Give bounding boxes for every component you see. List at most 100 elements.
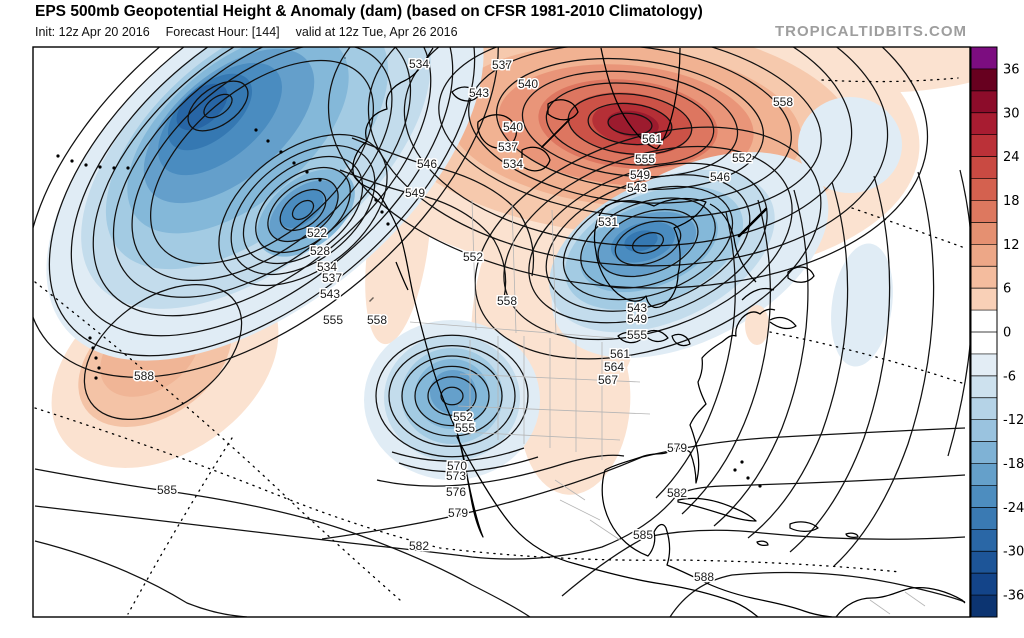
coastline: [845, 532, 859, 538]
coastline: [769, 316, 797, 330]
height-contour: [655, 211, 736, 499]
state-border: [554, 479, 586, 501]
colorbar-segment: [971, 266, 997, 289]
page-title: EPS 500mb Geopotential Height & Anomaly …: [35, 3, 703, 20]
anomaly-fill: [831, 243, 893, 367]
contour-label: 558: [497, 294, 517, 308]
height-contour: [414, 365, 490, 427]
contour-label: 549: [630, 168, 650, 182]
island-dot: [126, 166, 130, 170]
state-border: [551, 209, 557, 336]
height-contour: [561, 529, 966, 597]
state-border: [869, 599, 891, 615]
colorbar-label: 24: [1003, 150, 1020, 165]
contour-label: 555: [627, 328, 647, 342]
colorbar-label: -18: [1003, 457, 1024, 472]
contour-label: 570: [447, 459, 467, 473]
colorbar-label: 30: [1003, 106, 1020, 121]
graticule: [34, 77, 966, 615]
contour-label: 579: [667, 441, 687, 455]
init-time: Init: 12z Apr 20 2016: [35, 25, 150, 39]
state-border: [511, 204, 517, 334]
lake-speckle: [764, 207, 768, 211]
height-contour: [351, 137, 535, 277]
contour-label: 540: [503, 120, 523, 134]
island-dot: [733, 468, 737, 472]
contour-label: 588: [694, 570, 714, 584]
height-contour: [391, 447, 525, 462]
height-contour: [83, 283, 243, 421]
height-contour: [187, 80, 249, 132]
height-contour: [474, 126, 822, 360]
height-contour: [267, 177, 339, 243]
colorbar-segment: [971, 529, 997, 552]
island-dot: [98, 165, 102, 169]
state-border: [471, 199, 477, 331]
coastline: [521, 146, 551, 172]
height-contour: [528, 162, 768, 324]
height-contour: [33, 47, 499, 378]
tropicaltidbits-watermark: TROPICALTIDBITS.COM: [774, 23, 967, 40]
height-contour: [597, 208, 699, 278]
contour-label: 588: [134, 369, 154, 383]
coastlines: [352, 47, 966, 617]
coastline: [352, 47, 759, 617]
colorbar-label: 12: [1003, 238, 1020, 253]
height-contour: [34, 468, 531, 617]
height-contour: [747, 181, 849, 539]
colorbar-segment: [971, 419, 997, 443]
height-contour: [376, 454, 625, 487]
contour-label: 573: [446, 469, 466, 483]
height-contour: [112, 47, 412, 298]
lake-speckle: [369, 300, 371, 302]
colorbar-label: -24: [1003, 501, 1024, 516]
anomaly-fill: [745, 305, 769, 345]
height-contour: [230, 144, 376, 276]
height-contour: [131, 47, 393, 281]
colorbar-segment: [971, 463, 997, 486]
contour-label: 555: [455, 421, 475, 435]
lake-speckle: [370, 299, 372, 301]
coastline: [547, 99, 579, 121]
height-contour: [403, 47, 853, 247]
contour-label: 561: [610, 347, 630, 361]
contour-label: 582: [667, 486, 687, 500]
height-contour: [713, 189, 809, 527]
colorbar-segment: [971, 551, 997, 574]
colorbar-segment: [971, 310, 997, 333]
colorbar-segment: [971, 200, 997, 223]
coastline: [787, 266, 815, 283]
height-contour: [242, 155, 364, 265]
coastline: [835, 586, 966, 617]
state-borders: [409, 199, 926, 615]
island-dot: [84, 163, 88, 167]
height-contour: [614, 220, 682, 266]
contour-label: 558: [367, 313, 387, 327]
colorbar-segment: [971, 90, 997, 114]
colorbar-segment: [971, 375, 997, 399]
state-border: [459, 373, 641, 383]
graticule-line: [34, 407, 901, 573]
contour-label: 534: [503, 157, 523, 171]
height-contour: [34, 540, 248, 617]
contour-label: 543: [627, 181, 647, 195]
island-dot: [386, 222, 390, 226]
contour-label: 531: [598, 215, 618, 229]
anomaly-fill: [519, 315, 631, 495]
coastline: [671, 333, 691, 347]
contour-label: 543: [469, 86, 489, 100]
colorbar-label: 6: [1003, 282, 1011, 297]
contour-label: 555: [323, 313, 343, 327]
colorbar-label: -6: [1003, 369, 1016, 384]
height-contour: [279, 188, 327, 232]
graticule-line: [769, 331, 966, 385]
contour-label: 555: [635, 152, 655, 166]
state-border: [457, 405, 651, 415]
colorbar-segment: [971, 112, 997, 136]
island-dot: [380, 210, 384, 214]
colorbar-segment: [971, 397, 997, 421]
coastline: [677, 497, 757, 522]
contour-label: 552: [453, 410, 473, 424]
contour-label: 582: [409, 539, 429, 553]
run-info: Init: 12z Apr 20 2016 Forecast Hour: [144…: [35, 25, 474, 39]
